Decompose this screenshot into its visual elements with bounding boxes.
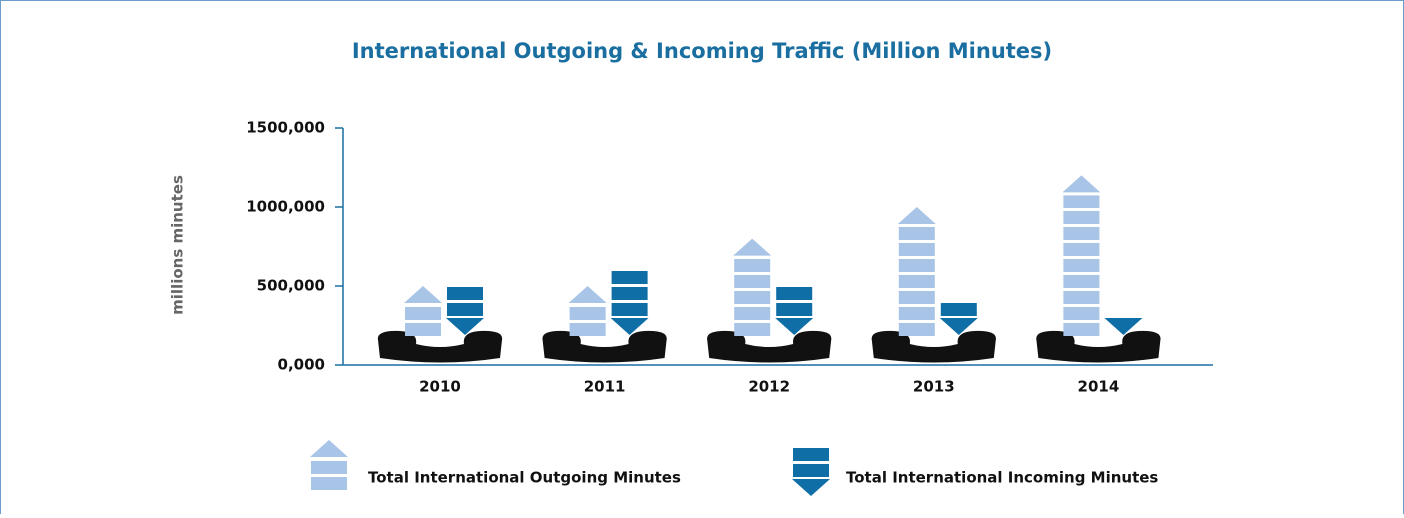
- stripe: [1063, 323, 1100, 336]
- stripe: [776, 287, 813, 300]
- stripe: [898, 227, 935, 240]
- stripe: [405, 323, 441, 336]
- arrow-head: [310, 440, 348, 457]
- y-tick-label: 0,000: [278, 356, 325, 374]
- phone-handset: [707, 330, 832, 363]
- stripe: [611, 287, 648, 300]
- stripe: [898, 275, 935, 288]
- legend-label: Total International Incoming Minutes: [846, 469, 1158, 487]
- stripe: [1063, 291, 1100, 304]
- stripe: [611, 271, 648, 284]
- incoming-bar: [1104, 318, 1143, 335]
- stripe: [405, 307, 441, 320]
- stripe: [793, 464, 829, 477]
- phone-handset: [542, 330, 667, 363]
- arrow-head: [1062, 175, 1101, 193]
- stripe: [447, 303, 483, 316]
- legend-item: Total International Incoming Minutes: [792, 448, 1158, 496]
- stripe: [898, 307, 935, 320]
- x-tick-label: 2014: [1078, 378, 1120, 396]
- arrow-head: [733, 238, 772, 256]
- stripe: [311, 477, 347, 490]
- stripe: [1063, 243, 1100, 256]
- y-axis-label: millions minutes: [169, 175, 187, 315]
- arrow-head: [610, 318, 649, 335]
- stripe: [898, 291, 935, 304]
- outgoing-bar: [897, 207, 936, 336]
- stripe: [898, 243, 935, 256]
- stripe: [793, 448, 829, 461]
- x-tick-label: 2013: [913, 378, 955, 396]
- stripe: [447, 287, 483, 300]
- outgoing-bar: [1062, 175, 1101, 336]
- stripe: [776, 303, 813, 316]
- incoming-bar: [775, 287, 814, 335]
- incoming-bar: [610, 271, 649, 335]
- stripe: [1063, 195, 1100, 208]
- phone-handset: [1036, 330, 1161, 363]
- arrow-head: [775, 318, 814, 335]
- stripe: [1063, 211, 1100, 224]
- arrow-head: [1104, 318, 1143, 335]
- y-tick-label: 1000,000: [246, 198, 325, 216]
- stripe: [734, 307, 771, 320]
- arrow-head: [404, 286, 442, 303]
- arrow-head: [897, 207, 936, 224]
- phone-handset: [377, 330, 503, 363]
- arrow-head: [446, 318, 484, 335]
- x-tick-label: 2011: [584, 378, 626, 396]
- stripe: [734, 291, 771, 304]
- stripe: [734, 323, 771, 336]
- stripe: [1063, 227, 1100, 240]
- x-tick-label: 2012: [748, 378, 790, 396]
- stripe: [898, 323, 935, 336]
- arrow-head: [568, 286, 607, 303]
- outgoing-bar: [568, 286, 607, 336]
- legend-item: Total International Outgoing Minutes: [310, 440, 681, 490]
- stripe: [1063, 259, 1100, 272]
- stripe: [569, 323, 606, 336]
- arrow-head: [939, 318, 978, 335]
- incoming-bar: [446, 287, 484, 335]
- outgoing-bar: [733, 238, 772, 336]
- arrow-head: [792, 479, 830, 496]
- stripe: [1063, 275, 1100, 288]
- x-tick-label: 2010: [419, 378, 461, 396]
- outgoing-bar: [404, 286, 442, 336]
- stripe: [940, 303, 977, 316]
- stripe: [311, 461, 347, 474]
- incoming-bar: [939, 303, 978, 335]
- stripe: [569, 307, 606, 320]
- y-tick-label: 1500,000: [246, 119, 325, 137]
- stripe: [898, 259, 935, 272]
- stripe: [611, 303, 648, 316]
- y-tick-label: 500,000: [257, 277, 325, 295]
- chart-title: International Outgoing & Incoming Traffi…: [352, 39, 1052, 63]
- stripe: [734, 275, 771, 288]
- stripe: [734, 259, 771, 272]
- stripe: [1063, 307, 1100, 320]
- legend-label: Total International Outgoing Minutes: [368, 469, 681, 487]
- phone-handset: [871, 330, 996, 363]
